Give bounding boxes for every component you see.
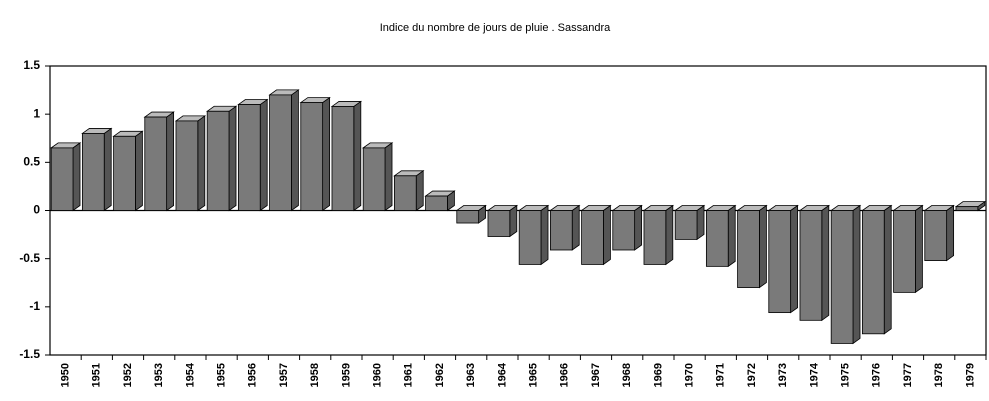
- x-tick-label: 1959: [340, 363, 352, 387]
- bar: [830, 210, 854, 344]
- x-tick-label: 1953: [153, 363, 165, 387]
- x-tick-label: 1970: [684, 363, 696, 387]
- bar: [861, 210, 885, 335]
- x-tick-label: 1978: [933, 363, 945, 387]
- y-tick-label: 0.5: [23, 155, 40, 169]
- bar-side: [291, 89, 299, 212]
- bar: [456, 210, 480, 224]
- x-tick-label: 1954: [184, 362, 196, 387]
- bar-side: [72, 142, 81, 212]
- y-tick-label: 1: [33, 106, 40, 120]
- x-tick-label: 1972: [746, 363, 758, 387]
- bar-side: [322, 96, 331, 212]
- bar: [425, 195, 448, 211]
- x-tick-label: 1952: [122, 363, 134, 387]
- bar: [362, 147, 386, 211]
- bar: [81, 133, 105, 211]
- bar: [206, 110, 230, 211]
- bar: [237, 104, 261, 211]
- x-tick-label: 1956: [247, 363, 259, 387]
- bar-side: [384, 142, 393, 212]
- bar-side: [727, 204, 736, 268]
- x-tick-label: 1965: [528, 363, 540, 387]
- x-tick-label: 1950: [60, 363, 72, 387]
- bar: [50, 147, 74, 211]
- bar: [893, 210, 916, 293]
- bar-side: [883, 204, 892, 335]
- x-tick-label: 1969: [652, 363, 664, 387]
- bar: [269, 94, 292, 211]
- y-tick-label: -1.5: [19, 347, 40, 361]
- bar: [799, 210, 823, 321]
- bar-side: [821, 204, 830, 322]
- x-tick-label: 1971: [715, 363, 727, 387]
- bar-side: [103, 127, 112, 212]
- x-tick-label: 1961: [403, 363, 415, 387]
- x-tick-label: 1967: [590, 363, 602, 387]
- y-tick-label: -0.5: [19, 251, 40, 265]
- bar: [612, 210, 636, 251]
- x-tick-label: 1977: [902, 363, 914, 387]
- bar: [581, 210, 604, 265]
- bar-side: [915, 204, 923, 294]
- bar-side: [665, 204, 674, 266]
- x-tick-label: 1962: [434, 363, 446, 387]
- x-tick-label: 1957: [278, 363, 290, 387]
- bar-side: [603, 204, 611, 266]
- x-tick-label: 1960: [372, 363, 384, 387]
- bar-side: [353, 100, 362, 212]
- bar: [549, 210, 573, 251]
- bar-side: [540, 204, 549, 266]
- bar: [300, 102, 324, 211]
- x-tick-label: 1976: [871, 363, 883, 387]
- x-tick-label: 1963: [465, 363, 477, 387]
- bar: [705, 210, 729, 267]
- y-tick-label: 1.5: [23, 58, 40, 72]
- bar: [487, 210, 511, 237]
- bar-side: [759, 204, 767, 289]
- y-tick-label: 0: [33, 203, 40, 217]
- bar-side: [415, 170, 424, 212]
- x-tick-label: 1955: [216, 363, 228, 387]
- bar-side: [696, 204, 705, 241]
- x-tick-label: 1979: [964, 363, 976, 387]
- bar-side: [634, 204, 643, 251]
- bar-side: [135, 130, 143, 212]
- bar: [331, 106, 355, 211]
- x-tick-label: 1968: [621, 363, 633, 387]
- y-tick-label: -1: [29, 299, 40, 313]
- bar: [113, 135, 136, 211]
- bar-side: [946, 204, 955, 262]
- bar: [674, 210, 698, 240]
- bar-side: [259, 98, 268, 212]
- bar: [393, 175, 417, 211]
- bar: [955, 206, 979, 211]
- bar-side: [228, 105, 237, 212]
- bar-side: [166, 111, 175, 212]
- bar: [518, 210, 542, 265]
- bar-side: [790, 204, 799, 314]
- bar: [175, 120, 199, 211]
- x-tick-label: 1958: [309, 363, 321, 387]
- bar-side: [571, 204, 580, 251]
- bar-side: [197, 115, 206, 212]
- x-tick-label: 1964: [496, 362, 508, 387]
- bar: [643, 210, 667, 265]
- x-tick-label: 1966: [559, 363, 571, 387]
- chart-title: Indice du nombre de jours de pluie . Sas…: [380, 22, 611, 34]
- bar: [144, 116, 168, 211]
- bar: [768, 210, 792, 314]
- bar: [737, 210, 760, 288]
- bar-side: [852, 204, 861, 345]
- x-tick-label: 1975: [840, 363, 852, 387]
- bar: [924, 210, 948, 261]
- x-tick-label: 1973: [777, 363, 789, 387]
- x-tick-label: 1974: [808, 362, 820, 387]
- x-tick-label: 1951: [91, 363, 103, 387]
